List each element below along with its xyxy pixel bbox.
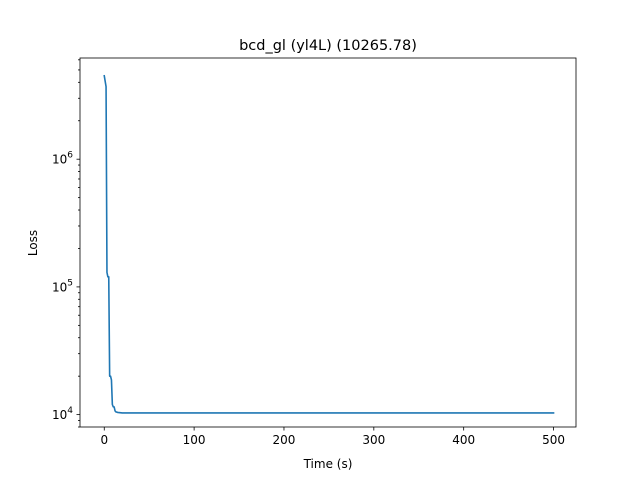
- y-tick-label: 106: [52, 151, 73, 167]
- y-tick-label: 105: [52, 278, 73, 294]
- series-line-0: [103, 74, 555, 414]
- x-tick-label: 400: [452, 433, 475, 447]
- x-tick-label: 100: [183, 433, 206, 447]
- x-tick-label: 500: [542, 433, 565, 447]
- x-tick-label: 0: [100, 433, 108, 447]
- x-axis: 0 100 200 300 400 500: [100, 427, 565, 447]
- y-tick-label: 104: [52, 406, 73, 422]
- x-tick-label: 300: [362, 433, 385, 447]
- y-axis: 104 105 106: [52, 59, 80, 428]
- x-axis-label: Time (s): [303, 457, 353, 471]
- plot-area: [103, 74, 555, 414]
- axes-frame: [79, 57, 577, 428]
- y-axis-label: Loss: [26, 230, 40, 256]
- x-tick-label: 200: [273, 433, 296, 447]
- chart-title: bcd_gl (yl4L) (10265.78): [239, 38, 417, 54]
